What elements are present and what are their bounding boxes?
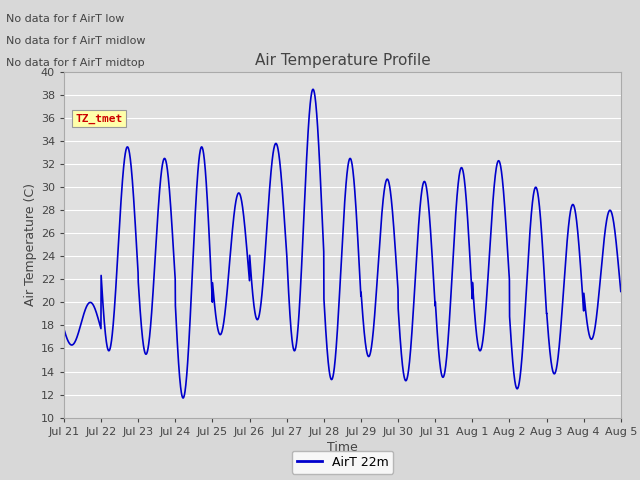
Y-axis label: Air Temperature (C): Air Temperature (C) (24, 183, 36, 306)
Text: No data for f AirT midtop: No data for f AirT midtop (6, 58, 145, 68)
Legend: AirT 22m: AirT 22m (292, 451, 393, 474)
Text: TZ_tmet: TZ_tmet (75, 113, 122, 124)
X-axis label: Time: Time (327, 441, 358, 454)
Text: No data for f AirT low: No data for f AirT low (6, 14, 125, 24)
Title: Air Temperature Profile: Air Temperature Profile (255, 53, 430, 68)
Text: No data for f AirT midlow: No data for f AirT midlow (6, 36, 146, 46)
